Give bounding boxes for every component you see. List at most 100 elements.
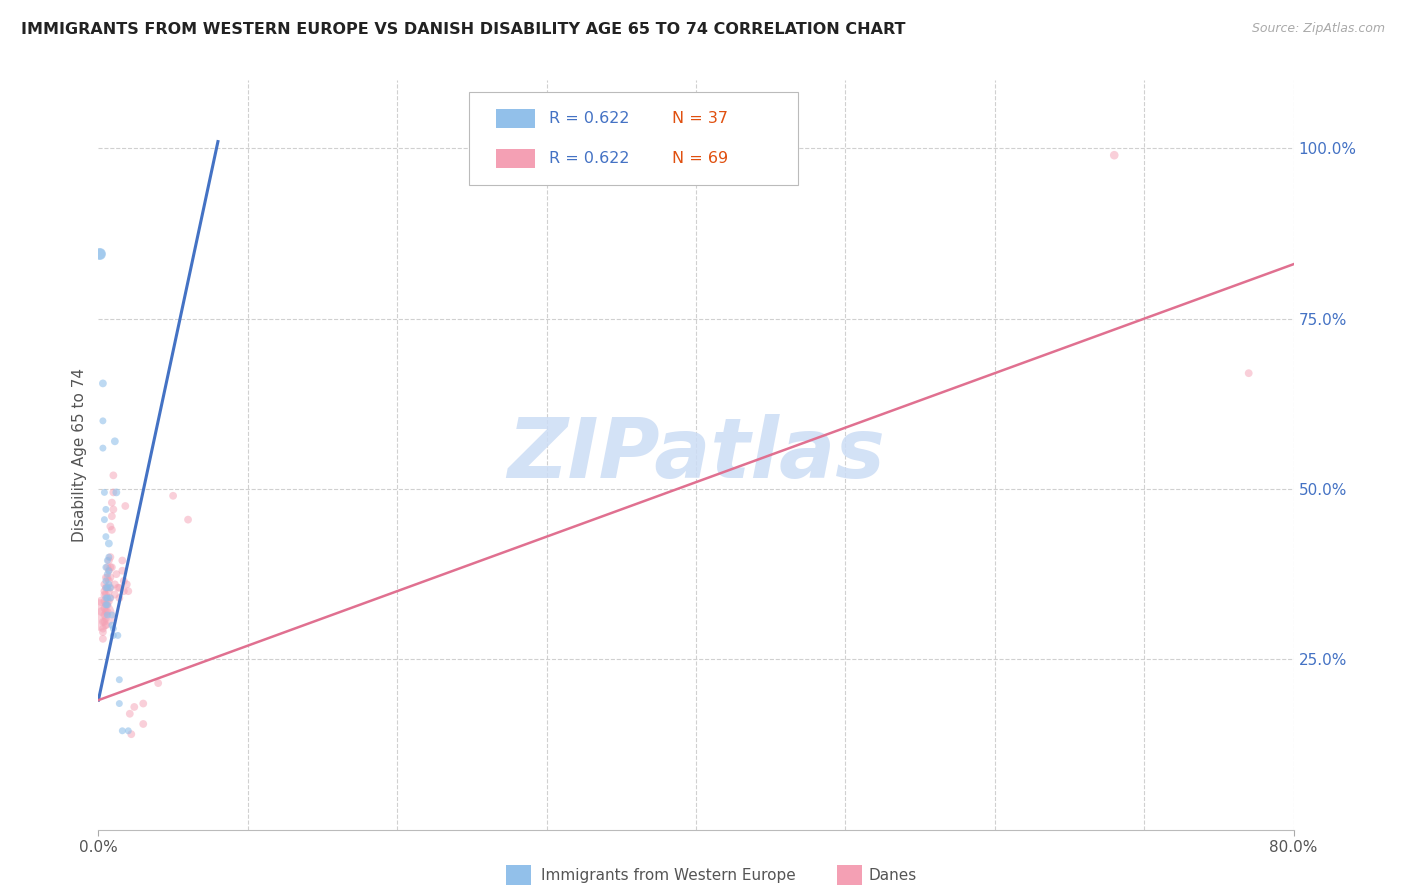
- Point: [97, 553, 120, 567]
- Point: [108, 591, 131, 605]
- Point: [101, 618, 124, 632]
- Point: [94, 598, 117, 612]
- Point: [94, 611, 117, 625]
- Point: [111, 723, 134, 738]
- Point: [97, 536, 120, 550]
- Point: [96, 607, 118, 622]
- Point: [94, 598, 117, 612]
- Point: [124, 700, 146, 714]
- Point: [132, 697, 155, 711]
- Point: [91, 625, 114, 640]
- Point: [93, 485, 115, 500]
- Point: [114, 499, 136, 513]
- Y-axis label: Disability Age 65 to 74: Disability Age 65 to 74: [72, 368, 87, 542]
- Point: [96, 598, 118, 612]
- Point: [96, 567, 118, 582]
- Point: [105, 567, 128, 582]
- Point: [94, 570, 117, 584]
- Point: [90, 594, 112, 608]
- Point: [120, 727, 142, 741]
- Point: [96, 570, 118, 584]
- Point: [97, 594, 120, 608]
- Point: [107, 628, 129, 642]
- Point: [94, 588, 117, 602]
- Point: [148, 676, 170, 690]
- Text: Source: ZipAtlas.com: Source: ZipAtlas.com: [1251, 22, 1385, 36]
- Point: [101, 523, 124, 537]
- Point: [115, 577, 138, 591]
- Point: [97, 577, 120, 591]
- Point: [111, 553, 134, 567]
- Point: [105, 485, 128, 500]
- Point: [117, 584, 139, 599]
- Point: [96, 591, 118, 605]
- Point: [96, 553, 118, 567]
- Point: [90, 605, 112, 619]
- Point: [1237, 366, 1260, 380]
- Point: [93, 615, 115, 629]
- Point: [98, 591, 122, 605]
- Point: [103, 502, 125, 516]
- Point: [94, 605, 117, 619]
- Text: R = 0.622: R = 0.622: [548, 151, 630, 166]
- Point: [104, 434, 127, 449]
- Point: [108, 697, 131, 711]
- Point: [91, 615, 114, 629]
- Point: [103, 485, 125, 500]
- Point: [93, 513, 115, 527]
- Point: [96, 591, 118, 605]
- Point: [94, 574, 117, 588]
- FancyBboxPatch shape: [496, 149, 534, 168]
- Point: [94, 560, 117, 574]
- Point: [108, 581, 131, 595]
- Point: [94, 502, 117, 516]
- Point: [94, 530, 117, 544]
- Point: [93, 588, 115, 602]
- Point: [91, 441, 114, 455]
- Point: [103, 622, 125, 636]
- Point: [93, 584, 115, 599]
- Text: Danes: Danes: [869, 869, 917, 883]
- Point: [89, 247, 111, 261]
- Point: [104, 588, 127, 602]
- Point: [97, 564, 120, 578]
- Point: [103, 468, 125, 483]
- Point: [103, 628, 125, 642]
- Point: [96, 560, 118, 574]
- Text: ZIPatlas: ZIPatlas: [508, 415, 884, 495]
- Point: [112, 584, 135, 599]
- Point: [93, 594, 115, 608]
- Point: [96, 581, 118, 595]
- Point: [107, 581, 129, 595]
- Point: [96, 605, 118, 619]
- Point: [91, 622, 114, 636]
- Point: [117, 723, 139, 738]
- Text: IMMIGRANTS FROM WESTERN EUROPE VS DANISH DISABILITY AGE 65 TO 74 CORRELATION CHA: IMMIGRANTS FROM WESTERN EUROPE VS DANISH…: [21, 22, 905, 37]
- Point: [93, 577, 115, 591]
- Point: [93, 601, 115, 615]
- Point: [98, 581, 122, 595]
- Point: [97, 564, 120, 578]
- Point: [97, 584, 120, 599]
- Point: [101, 560, 124, 574]
- Point: [104, 577, 127, 591]
- Point: [118, 706, 141, 721]
- Point: [101, 495, 124, 509]
- Point: [162, 489, 184, 503]
- Point: [101, 509, 124, 524]
- Text: N = 37: N = 37: [672, 111, 728, 126]
- Point: [1104, 148, 1126, 162]
- Point: [98, 591, 122, 605]
- FancyBboxPatch shape: [470, 92, 797, 186]
- Point: [112, 574, 135, 588]
- Point: [98, 581, 122, 595]
- Point: [177, 513, 200, 527]
- Point: [132, 717, 155, 731]
- Point: [91, 376, 114, 391]
- Point: [96, 581, 118, 595]
- Point: [111, 564, 134, 578]
- FancyBboxPatch shape: [496, 109, 534, 128]
- Point: [94, 618, 117, 632]
- Point: [91, 632, 114, 646]
- Point: [98, 560, 122, 574]
